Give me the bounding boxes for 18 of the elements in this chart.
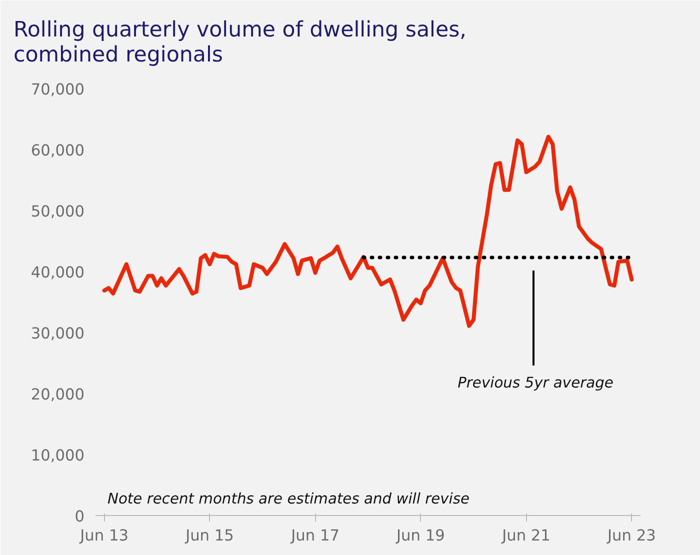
y-tick-label: 60,000 <box>30 142 85 160</box>
y-tick-label: 70,000 <box>30 80 85 99</box>
y-tick-label: 20,000 <box>30 386 85 404</box>
y-tick-label: 50,000 <box>30 202 85 221</box>
y-tick-label: 0 <box>74 508 85 526</box>
x-tick-label: Jun 17 <box>290 526 340 544</box>
y-tick-label: 40,000 <box>30 264 85 282</box>
x-tick-label: Jun 23 <box>606 526 656 544</box>
x-tick-label: Jun 19 <box>396 526 445 544</box>
y-tick-label: 30,000 <box>30 324 85 343</box>
chart-title: Rolling quarterly volume of dwelling sales, combined regionals <box>14 18 466 68</box>
x-tick-label: Jun 13 <box>79 526 128 544</box>
line-series <box>102 134 634 328</box>
y-tick-label: 10,000 <box>30 446 85 465</box>
x-tick-label: Jun 21 <box>501 526 550 544</box>
annotation: Note recent months are estimates and will revise <box>108 490 470 508</box>
x-tick-label: Jun 15 <box>184 526 234 544</box>
annotation: Previous 5yr average <box>458 374 614 392</box>
